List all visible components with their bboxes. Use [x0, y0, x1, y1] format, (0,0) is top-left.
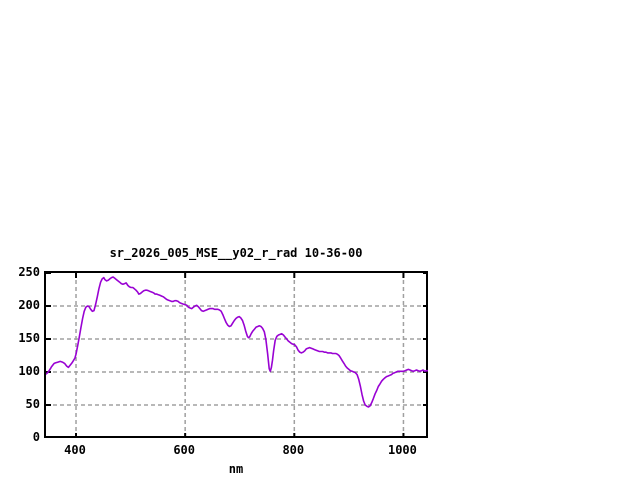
x-tick-label: 400	[64, 443, 86, 457]
y-tick-label: 100	[18, 364, 40, 378]
y-tick-label: 0	[32, 430, 40, 444]
x-tick-label: 600	[173, 443, 195, 457]
x-tick-label: 800	[282, 443, 305, 457]
y-tick-label: 200	[18, 298, 40, 312]
y-tick-label: 250	[18, 265, 40, 279]
y-tick-label: 50	[25, 397, 40, 411]
x-axis-title: nm	[228, 462, 244, 476]
x-tick-label: 1000	[387, 443, 417, 457]
chart-title: sr_2026_005_MSE__y02_r_rad 10-36-00	[109, 246, 363, 260]
spectrum-line	[46, 276, 428, 408]
spectrum-plot	[46, 273, 428, 438]
plot-box	[44, 271, 428, 438]
y-tick-label: 150	[18, 331, 40, 345]
